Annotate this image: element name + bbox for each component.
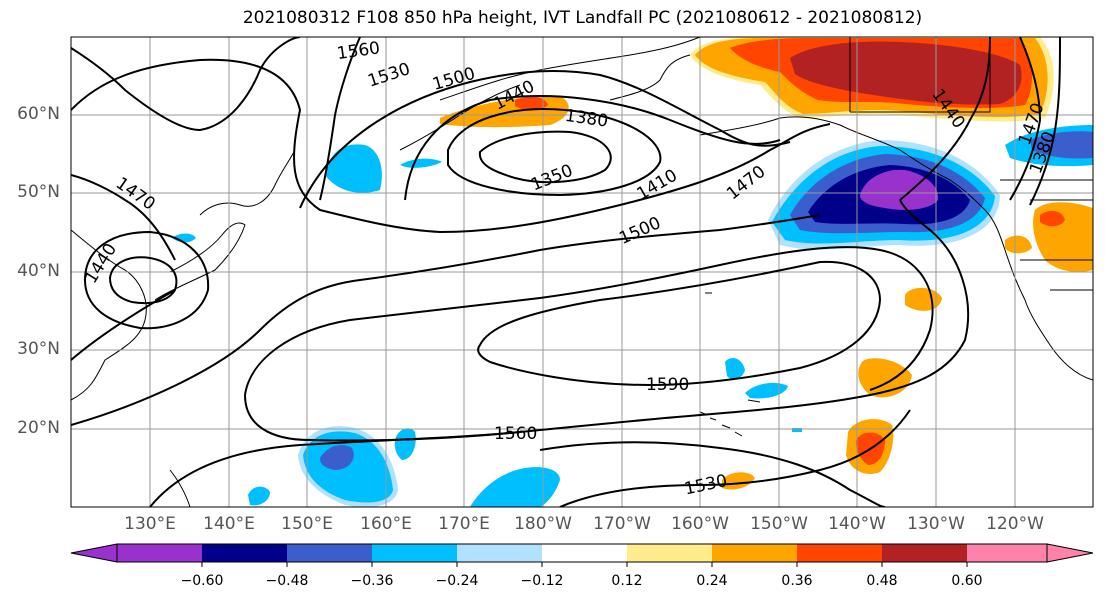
contour-label: 1590 (646, 375, 689, 395)
lon-label: 170°E (438, 514, 490, 534)
colorbar-tick-label: 0.12 (611, 573, 643, 589)
height-contours (71, 37, 1061, 507)
colorbar-segment (627, 544, 712, 562)
ivt-positive-shading (440, 37, 1093, 490)
colorbar-tick-label: 0.60 (951, 573, 983, 589)
lat-label: 40°N (17, 261, 60, 281)
colorbar-tick-label: 0.24 (696, 573, 728, 589)
colorbar-segment (542, 544, 627, 562)
lon-label: 150°W (750, 514, 808, 534)
lat-label: 30°N (17, 339, 60, 359)
colorbar-segment (797, 544, 882, 562)
contour-label: 1560 (494, 424, 537, 444)
colorbar-segment (287, 544, 372, 562)
colorbar-tick-label: −0.12 (520, 573, 564, 589)
lon-label: 160°W (671, 514, 729, 534)
colorbar-max-extension (1046, 543, 1094, 563)
colorbar-tick-label: −0.24 (435, 573, 479, 589)
colorbar-segment (117, 544, 202, 562)
colorbar-segment (202, 544, 287, 562)
colorbar (70, 543, 1094, 567)
lon-label: 120°W (986, 514, 1044, 534)
lon-label: 170°W (593, 514, 651, 534)
lat-label: 50°N (17, 182, 60, 202)
colorbar-tick-label: −0.60 (180, 573, 224, 589)
lon-label: 130°W (907, 514, 965, 534)
ivt-negative-shading (172, 125, 1093, 507)
lat-label: 20°N (17, 418, 60, 438)
lon-label: 130°E (124, 514, 176, 534)
colorbar-tick-label: −0.48 (265, 573, 309, 589)
map-frame (70, 36, 1094, 508)
map-title: 2021080312 F108 850 hPa height, IVT Land… (242, 8, 923, 28)
colorbar-tick-label: −0.36 (350, 573, 394, 589)
colorbar-frame (116, 543, 1048, 563)
colorbar-segment (882, 544, 967, 562)
colorbar-tick-label: 0.48 (866, 573, 898, 589)
coastlines (71, 37, 1093, 507)
lon-label: 180°W (514, 514, 572, 534)
colorbar-tick-label: 0.36 (781, 573, 813, 589)
lon-label: 150°E (281, 514, 333, 534)
colorbar-segment (967, 544, 1047, 562)
colorbar-segment (712, 544, 797, 562)
map-panel: 1560 1530 1500 1440 1380 1350 1410 1470 … (71, 37, 1093, 507)
colorbar-min-extension (70, 543, 118, 563)
lon-label: 140°W (828, 514, 886, 534)
colorbar-segment (372, 544, 457, 562)
lon-label: 160°E (360, 514, 412, 534)
colorbar-segment (457, 544, 542, 562)
lon-label: 140°E (203, 514, 255, 534)
lat-label: 60°N (17, 104, 60, 124)
